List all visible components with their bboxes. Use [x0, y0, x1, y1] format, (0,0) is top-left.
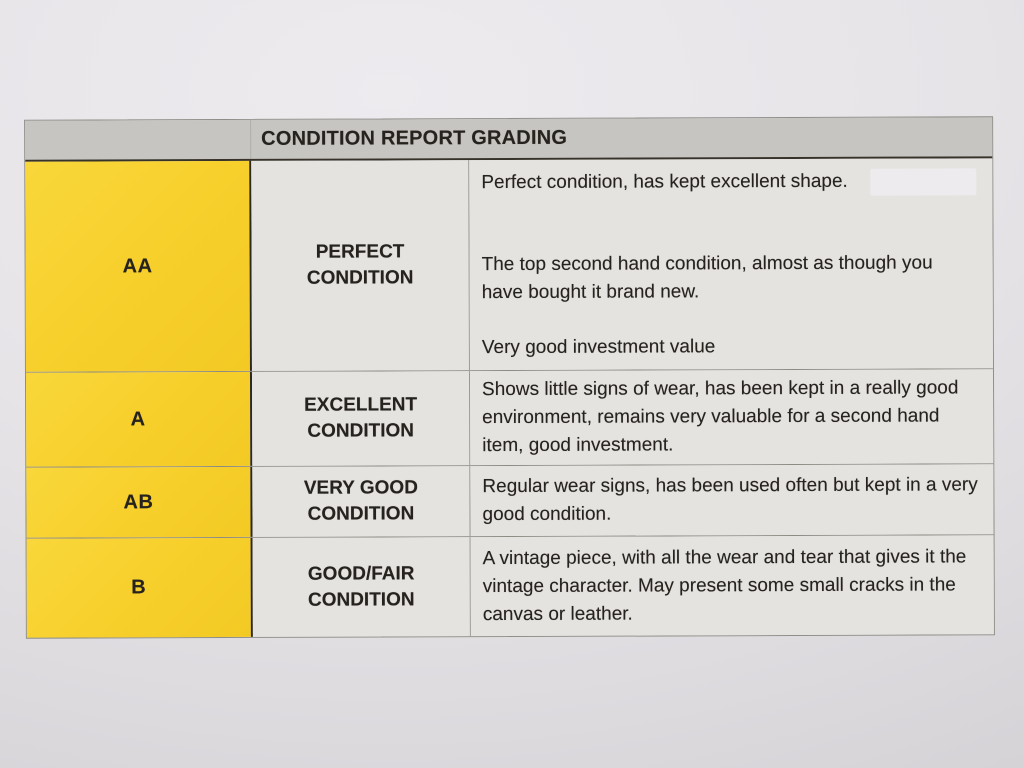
description-paragraph: A vintage piece, with all the wear and t…: [482, 545, 967, 625]
grade-label: AB: [123, 490, 154, 513]
table-title: CONDITION REPORT GRADING: [251, 117, 992, 159]
grade-cell-aa: AA: [25, 160, 252, 372]
grade-cell-b: B: [26, 537, 253, 638]
table-row-b: B GOOD/FAIR CONDITION A vintage piece, w…: [26, 534, 994, 638]
description-paragraph: Regular wear signs, has been used often …: [482, 474, 978, 526]
description-cell-a: Shows little signs of wear, has been kep…: [469, 369, 994, 466]
description-paragraph: The top second hand condition, almost as…: [481, 252, 933, 303]
description-cell-ab: Regular wear signs, has been used often …: [470, 464, 994, 537]
condition-label: EXCELLENT CONDITION: [304, 394, 418, 442]
condition-cell-a: EXCELLENT CONDITION: [251, 371, 471, 466]
condition-cell-aa: PERFECT CONDITION: [251, 160, 470, 371]
whiteout-patch: [870, 168, 977, 196]
condition-label: PERFECT CONDITION: [306, 241, 414, 289]
table-row-a: A EXCELLENT CONDITION Shows little signs…: [25, 368, 994, 467]
grade-label: A: [130, 407, 146, 430]
table-header-row: CONDITION REPORT GRADING: [25, 117, 993, 162]
table-row-ab: AB VERY GOOD CONDITION Regular wear sign…: [26, 463, 994, 538]
condition-grading-table: CONDITION REPORT GRADING AA PERFECT COND…: [24, 116, 995, 639]
grade-cell-ab: AB: [26, 466, 253, 538]
description-paragraph: Very good investment value: [481, 335, 716, 358]
table-row-aa: AA PERFECT CONDITION Perfect condition, …: [25, 158, 993, 372]
table-title-text: CONDITION REPORT GRADING: [261, 126, 568, 150]
grade-label: AA: [122, 254, 153, 277]
grade-cell-a: A: [25, 371, 253, 467]
condition-label: GOOD/FAIR CONDITION: [307, 562, 415, 611]
condition-label: VERY GOOD CONDITION: [303, 477, 418, 525]
grade-label: B: [131, 576, 147, 599]
condition-cell-b: GOOD/FAIR CONDITION: [252, 537, 471, 637]
header-corner-cell: [25, 119, 252, 160]
condition-cell-ab: VERY GOOD CONDITION: [252, 466, 471, 537]
description-paragraph: Shows little signs of wear, has been kep…: [482, 377, 959, 457]
description-cell-b: A vintage piece, with all the wear and t…: [470, 535, 994, 637]
description-cell-aa: Perfect condition, has kept excellent sh…: [469, 158, 993, 371]
